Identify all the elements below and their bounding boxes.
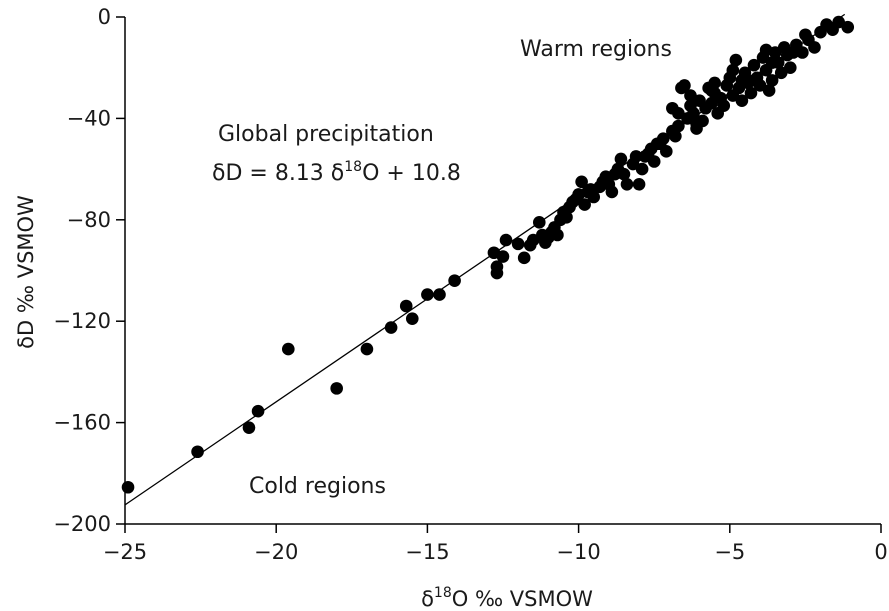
equation-superscript: 18 <box>344 159 362 175</box>
data-point <box>635 162 649 176</box>
annotation-equation: δD = 8.13 δ18O + 10.8 <box>212 159 461 186</box>
data-point <box>726 63 740 77</box>
data-point <box>499 233 513 247</box>
data-point <box>735 94 749 107</box>
data-point <box>808 41 821 54</box>
data-points-layer <box>121 15 855 494</box>
data-point <box>678 79 691 92</box>
data-point <box>632 178 646 191</box>
x-tick-label: 0 <box>874 540 887 564</box>
data-point <box>281 342 295 356</box>
data-point <box>605 185 619 199</box>
data-point <box>787 46 800 59</box>
data-point <box>566 195 579 209</box>
data-point <box>575 175 588 189</box>
data-point <box>191 445 204 459</box>
data-point <box>360 342 374 356</box>
data-point <box>614 152 628 166</box>
x-tick-label: −10 <box>556 540 600 564</box>
data-point <box>796 46 809 59</box>
annotation-global-precipitation: Global precipitation <box>218 122 434 147</box>
x-tick-label: −20 <box>254 540 298 564</box>
annotation-warm-regions: Warm regions <box>520 37 672 62</box>
data-point <box>762 84 776 97</box>
data-point <box>523 238 537 252</box>
data-point <box>687 107 700 120</box>
data-point <box>608 167 622 181</box>
data-point <box>596 175 610 189</box>
data-point <box>399 299 413 313</box>
data-point <box>330 382 343 395</box>
y-tick-label: −200 <box>53 512 111 536</box>
data-point <box>669 129 682 143</box>
data-point <box>242 421 256 434</box>
y-ticks: 0 −40 −80 −120 −160 −200 <box>53 5 125 536</box>
data-point <box>641 147 655 161</box>
data-point <box>729 53 743 67</box>
data-point <box>384 321 398 334</box>
data-point <box>629 150 643 163</box>
data-point <box>490 266 504 280</box>
data-point <box>517 251 531 265</box>
data-point <box>759 43 773 57</box>
data-point <box>251 404 265 418</box>
data-point <box>747 74 761 87</box>
y-tick-label: −160 <box>53 411 111 435</box>
data-point <box>578 198 591 211</box>
x-axis-title-prefix: δ <box>421 587 434 611</box>
data-point <box>799 28 812 42</box>
data-point <box>765 56 779 69</box>
data-point <box>690 117 703 130</box>
annotation-cold-regions: Cold regions <box>249 474 386 499</box>
data-point <box>121 480 135 494</box>
x-tick-label: −15 <box>405 540 449 564</box>
data-point <box>617 167 631 181</box>
data-point <box>744 86 758 100</box>
data-point <box>496 250 510 263</box>
equation-part-a: δD = 8.13 δ <box>212 161 344 186</box>
data-point <box>841 20 855 34</box>
y-tick-label: 0 <box>98 5 111 29</box>
data-point <box>783 61 797 74</box>
x-ticks: −25 −20 −15 −10 −5 0 <box>103 524 888 564</box>
data-point <box>705 84 718 97</box>
y-axis-title: δD ‰ VSMOW <box>14 195 38 349</box>
data-point <box>448 274 461 287</box>
data-point <box>421 288 434 301</box>
data-point <box>560 210 573 224</box>
data-point <box>532 216 546 229</box>
x-axis-title: δ18O ‰ VSMOW <box>421 585 593 611</box>
y-tick-label: −40 <box>67 106 111 130</box>
data-point <box>672 107 685 120</box>
data-point <box>620 178 634 191</box>
y-tick-label: −80 <box>67 208 111 232</box>
data-point <box>405 312 419 325</box>
data-point <box>747 58 761 72</box>
data-point <box>511 237 525 251</box>
equation-part-b: O + 10.8 <box>362 161 461 186</box>
data-point <box>735 74 749 87</box>
data-point <box>581 185 594 199</box>
x-tick-label: −25 <box>103 540 147 564</box>
data-point <box>672 119 685 133</box>
data-point <box>717 99 731 113</box>
data-point <box>433 288 446 301</box>
data-point <box>765 74 779 87</box>
x-tick-label: −5 <box>714 540 745 564</box>
x-axis-title-rest: O ‰ VSMOW <box>452 587 593 611</box>
x-axis-title-superscript: 18 <box>434 585 452 601</box>
data-point <box>684 89 697 102</box>
data-point <box>653 137 667 151</box>
data-point <box>551 228 564 242</box>
y-tick-label: −120 <box>53 309 111 333</box>
